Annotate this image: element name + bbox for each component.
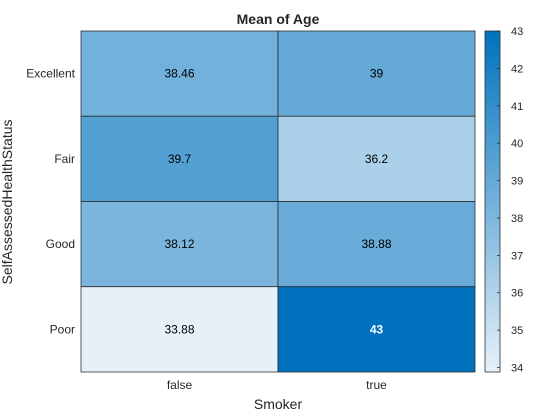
x-tick-labels: false true [167, 378, 387, 392]
colorbar-tick-label: 35 [511, 325, 523, 337]
cell-value-label: 39.7 [168, 152, 192, 166]
heatmap-cells [80, 30, 476, 373]
y-tick-labels: Excellent Fair Good Poor [26, 67, 75, 337]
heatmap-cell [277, 115, 476, 202]
colorbar-tick-label: 36 [511, 288, 523, 300]
y-tick-label: Good [46, 237, 75, 251]
x-tick-label: false [167, 378, 193, 392]
cell-value-label: 38.12 [164, 237, 194, 251]
colorbar-tick-label: 42 [511, 63, 523, 75]
cell-value-label: 38.88 [361, 237, 391, 251]
colorbar-tick-label: 39 [511, 176, 523, 188]
heatmap-cell [80, 286, 279, 373]
colorbar-ticks: 34 35 36 37 38 39 40 41 42 43 [497, 26, 523, 375]
colorbar-tick-label: 37 [511, 250, 523, 262]
heatmap-cell [277, 286, 476, 373]
colorbar-tick-label: 38 [511, 213, 523, 225]
colorbar-tick-label: 40 [511, 138, 523, 150]
y-tick-label: Excellent [26, 67, 75, 81]
cell-value-label: 36.2 [365, 152, 389, 166]
heatmap-cell-labels: 38.46 39 39.7 36.2 38.12 38.88 33.88 43 [164, 67, 391, 337]
colorbar [484, 30, 501, 373]
y-tick-label: Fair [54, 152, 75, 166]
x-axis-label: Smoker [254, 396, 303, 412]
heatmap-cell [80, 115, 279, 202]
y-axis-label: SelfAssessedHealthStatus [0, 120, 15, 285]
heatmap-cell [277, 30, 476, 117]
y-tick-label: Poor [50, 322, 75, 336]
heatmap-cell [80, 201, 279, 288]
cell-value-label: 33.88 [164, 322, 194, 336]
cell-value-label: 43 [370, 322, 384, 336]
cell-value-label: 39 [370, 67, 384, 81]
x-tick-label: true [366, 378, 387, 392]
colorbar-tick-label: 34 [511, 363, 523, 375]
heatmap-cell [277, 201, 476, 288]
colorbar-tick-label: 43 [511, 26, 523, 38]
cell-value-label: 38.46 [164, 67, 194, 81]
heatmap-cell [80, 30, 279, 117]
chart-title: Mean of Age [237, 11, 320, 27]
colorbar-tick-label: 41 [511, 101, 523, 113]
